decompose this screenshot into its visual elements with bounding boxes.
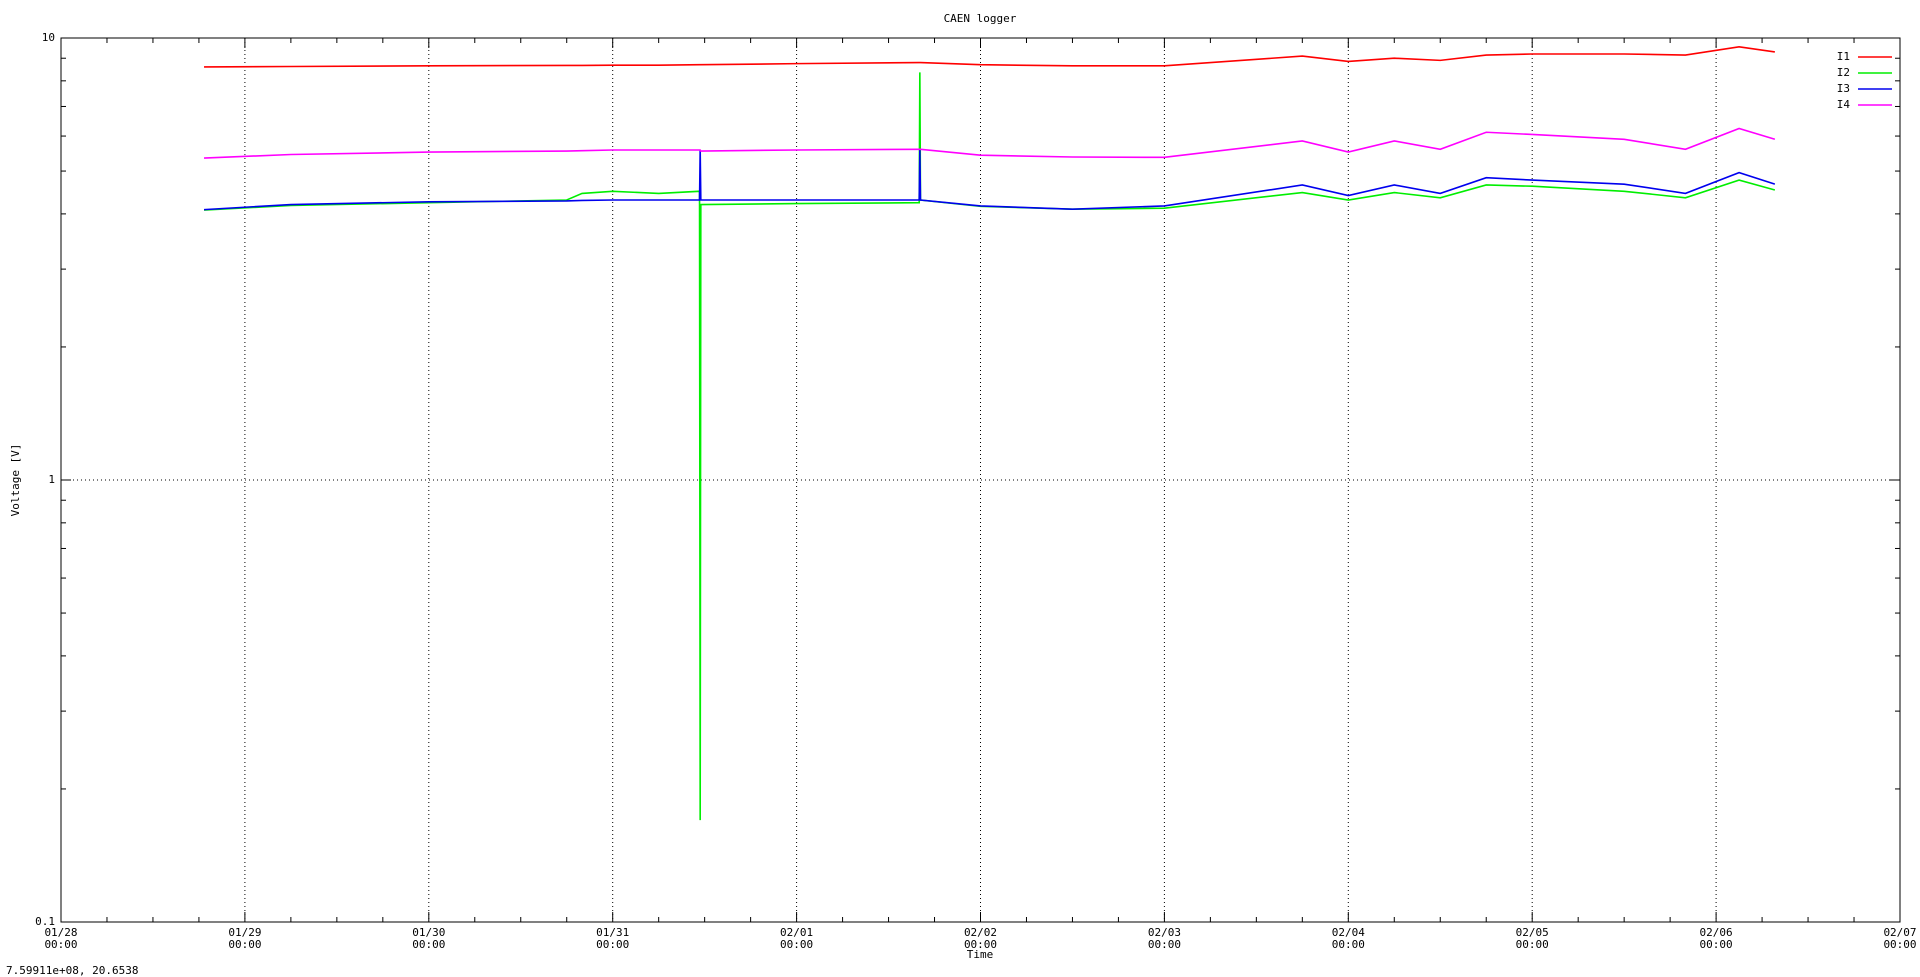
y-tick-label: 0.1 [35, 915, 55, 928]
x-tick-label: 01/28 00:00 [44, 926, 78, 951]
data-line [204, 46, 1775, 68]
status-readout: 7.59911e+08, 20.6538 [6, 964, 138, 977]
x-tick-label: 01/30 00:00 [412, 926, 446, 951]
x-tick-label: 02/01 00:00 [780, 926, 814, 951]
x-tick-label: 01/29 00:00 [228, 926, 262, 951]
x-tick-label: 02/03 00:00 [1147, 926, 1181, 951]
x-axis-label: Time [967, 948, 994, 961]
x-tick-label: 02/06 00:00 [1699, 926, 1733, 951]
data-line [203, 72, 1776, 821]
x-tick-label: 02/05 00:00 [1515, 926, 1549, 951]
legend-label: I1 [1837, 50, 1850, 63]
chart-title: CAEN logger [944, 12, 1017, 25]
y-axis-label: Voltage [V] [9, 444, 22, 517]
x-tick-label: 02/04 00:00 [1331, 926, 1365, 951]
x-tick-label: 02/07 00:00 [1883, 926, 1917, 951]
legend-label: I3 [1837, 82, 1850, 95]
y-tick-label: 1 [48, 473, 55, 486]
legend-label: I2 [1837, 66, 1850, 79]
y-tick-label: 10 [42, 31, 55, 44]
legend-label: I4 [1837, 98, 1851, 111]
data-line [203, 149, 1776, 211]
x-tick-label: 02/02 00:00 [963, 926, 998, 951]
x-tick-label: 01/31 00:00 [596, 926, 630, 951]
data-line [203, 127, 1776, 159]
